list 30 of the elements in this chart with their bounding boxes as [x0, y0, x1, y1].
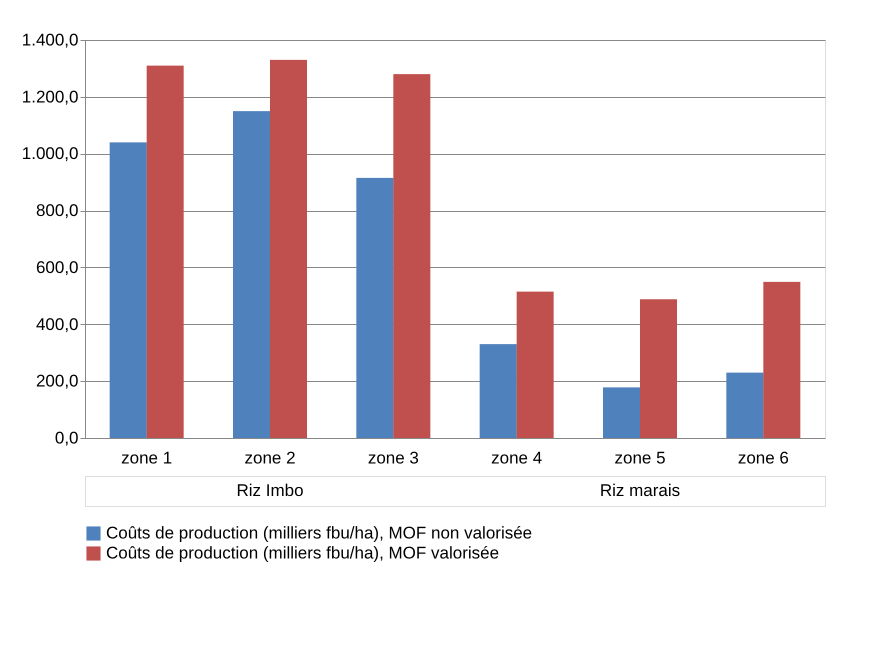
- y-tick-label: 400,0: [36, 314, 78, 334]
- text: Riz marais: [600, 481, 680, 500]
- x-tick-label: zone 2: [244, 448, 296, 468]
- legend-label: Coûts de production (milliers fbu/ha), MOF non valorisée: [106, 524, 532, 542]
- x-tick-label: zone 6: [738, 448, 789, 468]
- bar: [726, 372, 764, 438]
- bar: [393, 74, 430, 438]
- x-tick-label: zone 3: [368, 448, 419, 468]
- y-tick-label: 600,0: [36, 258, 78, 277]
- bar: [270, 60, 307, 438]
- y-tick-label: 1.000,0: [22, 144, 78, 164]
- bar: [356, 178, 394, 438]
- bar: [603, 387, 640, 438]
- y-tick-label: 0,0: [54, 428, 78, 448]
- bar: [146, 66, 184, 438]
- x-tick-label: zone 4: [491, 448, 542, 468]
- bar: [516, 292, 554, 438]
- bar: [480, 344, 517, 438]
- text: Riz Imbo: [236, 481, 304, 500]
- y-tick-label: 800,0: [36, 201, 78, 220]
- x-tick-label: zone 1: [121, 448, 172, 468]
- bar: [110, 142, 147, 438]
- y-tick-label: 200,0: [36, 372, 78, 391]
- bar: [763, 282, 800, 438]
- y-tick-label: 1.400,0: [22, 30, 78, 50]
- bar: [233, 111, 270, 438]
- legend-label: Coûts de production (milliers fbu/ha), MOF valorisée: [106, 544, 500, 562]
- x-tick-label: zone 5: [614, 448, 666, 468]
- bar: [640, 299, 677, 438]
- y-tick-label: 1.200,0: [22, 87, 78, 106]
